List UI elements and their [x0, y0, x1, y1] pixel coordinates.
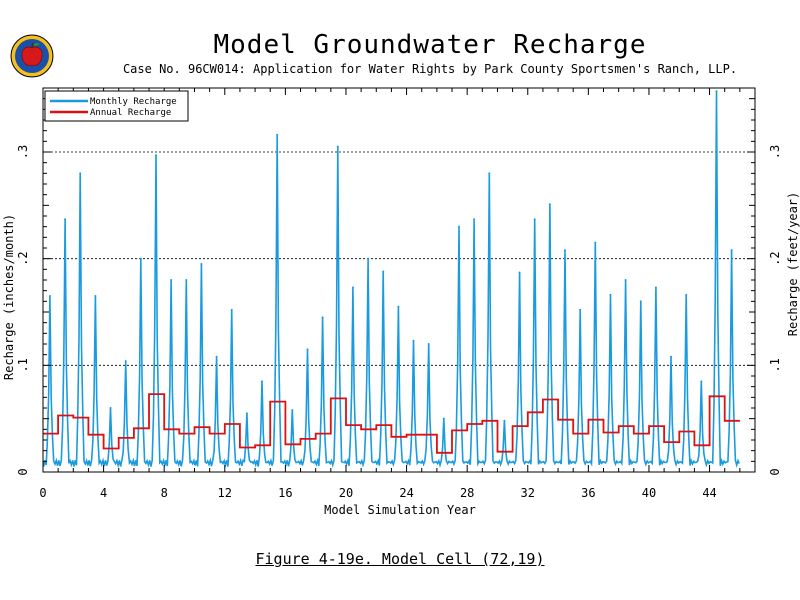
y-tick-label-right: 0	[768, 468, 782, 475]
monthly-peak-point	[154, 154, 157, 157]
y-tick-label: 0	[16, 468, 30, 475]
monthly-peak-point	[306, 348, 309, 351]
legend-label-monthly: Monthly Recharge	[90, 97, 177, 107]
monthly-peak-point	[548, 203, 551, 206]
monthly-peak-point	[185, 279, 188, 281]
monthly-peak-point	[291, 409, 294, 412]
y-axis-label-right: Recharge (feet/year)	[786, 192, 800, 337]
monthly-peak-point	[594, 241, 597, 244]
monthly-peak-point	[442, 417, 445, 420]
monthly-peak-point	[503, 419, 506, 422]
x-tick-label: 36	[581, 486, 595, 500]
x-tick-label: 16	[278, 486, 292, 500]
x-tick-label: 40	[642, 486, 656, 500]
x-tick-label: 4	[100, 486, 107, 500]
monthly-peak-point	[124, 360, 127, 363]
monthly-peak-point	[200, 263, 203, 265]
monthly-peak-point	[564, 249, 567, 252]
monthly-peak-point	[639, 300, 642, 303]
monthly-peak-point	[230, 308, 233, 311]
monthly-peak-point	[427, 343, 430, 345]
monthly-peak-point	[215, 355, 218, 358]
monthly-peak-point	[609, 293, 612, 296]
monthly-peak-point	[397, 305, 400, 308]
monthly-peak-point	[518, 271, 521, 274]
chart-legend: Monthly Recharge Annual Recharge	[44, 90, 189, 122]
x-tick-label: 12	[218, 486, 232, 500]
x-tick-label: 28	[460, 486, 474, 500]
figure-caption: Figure 4-19e. Model Cell (72,19)	[255, 550, 545, 568]
monthly-peak-point	[351, 286, 354, 289]
page-subtitle: Case No. 96CW014: Application for Water …	[122, 62, 738, 76]
monthly-peak-point	[488, 172, 491, 175]
annual-recharge-series	[43, 393, 740, 454]
monthly-peak-point	[94, 295, 97, 297]
monthly-peak-point	[533, 218, 536, 221]
monthly-peak-point	[261, 380, 264, 383]
legend-box	[44, 90, 189, 122]
monthly-peak-point	[700, 380, 703, 383]
monthly-peak-point	[64, 218, 67, 221]
monthly-peak-point	[473, 218, 476, 221]
y-tick-label: .3	[16, 145, 30, 159]
monthly-recharge-series	[42, 90, 740, 469]
monthly-peak-point	[579, 308, 582, 311]
monthly-peak-point	[109, 407, 112, 409]
monthly-peak-point	[670, 355, 673, 358]
monthly-peak-point	[412, 339, 415, 342]
monthly-peak-point	[245, 412, 248, 415]
apple-logo-icon	[10, 34, 54, 78]
monthly-peak-point	[654, 286, 657, 289]
x-tick-label: 8	[161, 486, 168, 500]
x-tick-label: 20	[339, 486, 353, 500]
monthly-peak-point	[321, 316, 324, 319]
monthly-peak-point	[685, 293, 688, 296]
series-annual-recharge-step	[43, 393, 740, 454]
y-axis-label: Recharge (inches/month)	[2, 214, 16, 380]
page-title: Model Groundwater Recharge	[213, 30, 647, 60]
monthly-peak-point	[139, 257, 142, 260]
monthly-peak-point	[730, 249, 733, 252]
x-tick-label: 24	[399, 486, 413, 500]
monthly-peak-point	[170, 279, 173, 281]
x-tick-label: 32	[521, 486, 535, 500]
y-tick-label: .2	[16, 251, 30, 265]
monthly-peak-point	[48, 295, 51, 297]
legend-label-annual: Annual Recharge	[90, 108, 171, 118]
y-tick-label: .1	[16, 358, 30, 372]
y-tick-label-right: .1	[768, 358, 782, 372]
y-tick-label-right: .2	[768, 251, 782, 265]
axis-ticks: 0 4 8 12 16 20 24 28 32 36 40 44 0 0 .1 .1 .2 .2 .3 .3	[16, 87, 782, 500]
monthly-peak-point	[624, 279, 627, 281]
monthly-peak-point	[79, 172, 82, 175]
monthly-peak-point	[457, 225, 460, 228]
x-tick-label: 0	[39, 486, 46, 500]
y-tick-label-right: .3	[768, 145, 782, 159]
x-tick-label: 44	[702, 486, 716, 500]
x-axis-label: Model Simulation Year	[324, 503, 476, 517]
monthly-peak-point	[276, 133, 279, 136]
monthly-peak-point	[367, 257, 370, 260]
monthly-peak-point	[336, 145, 339, 148]
monthly-peak-point	[382, 270, 385, 273]
series-monthly-recharge-line	[42, 91, 740, 469]
monthly-peak-point	[715, 90, 718, 93]
